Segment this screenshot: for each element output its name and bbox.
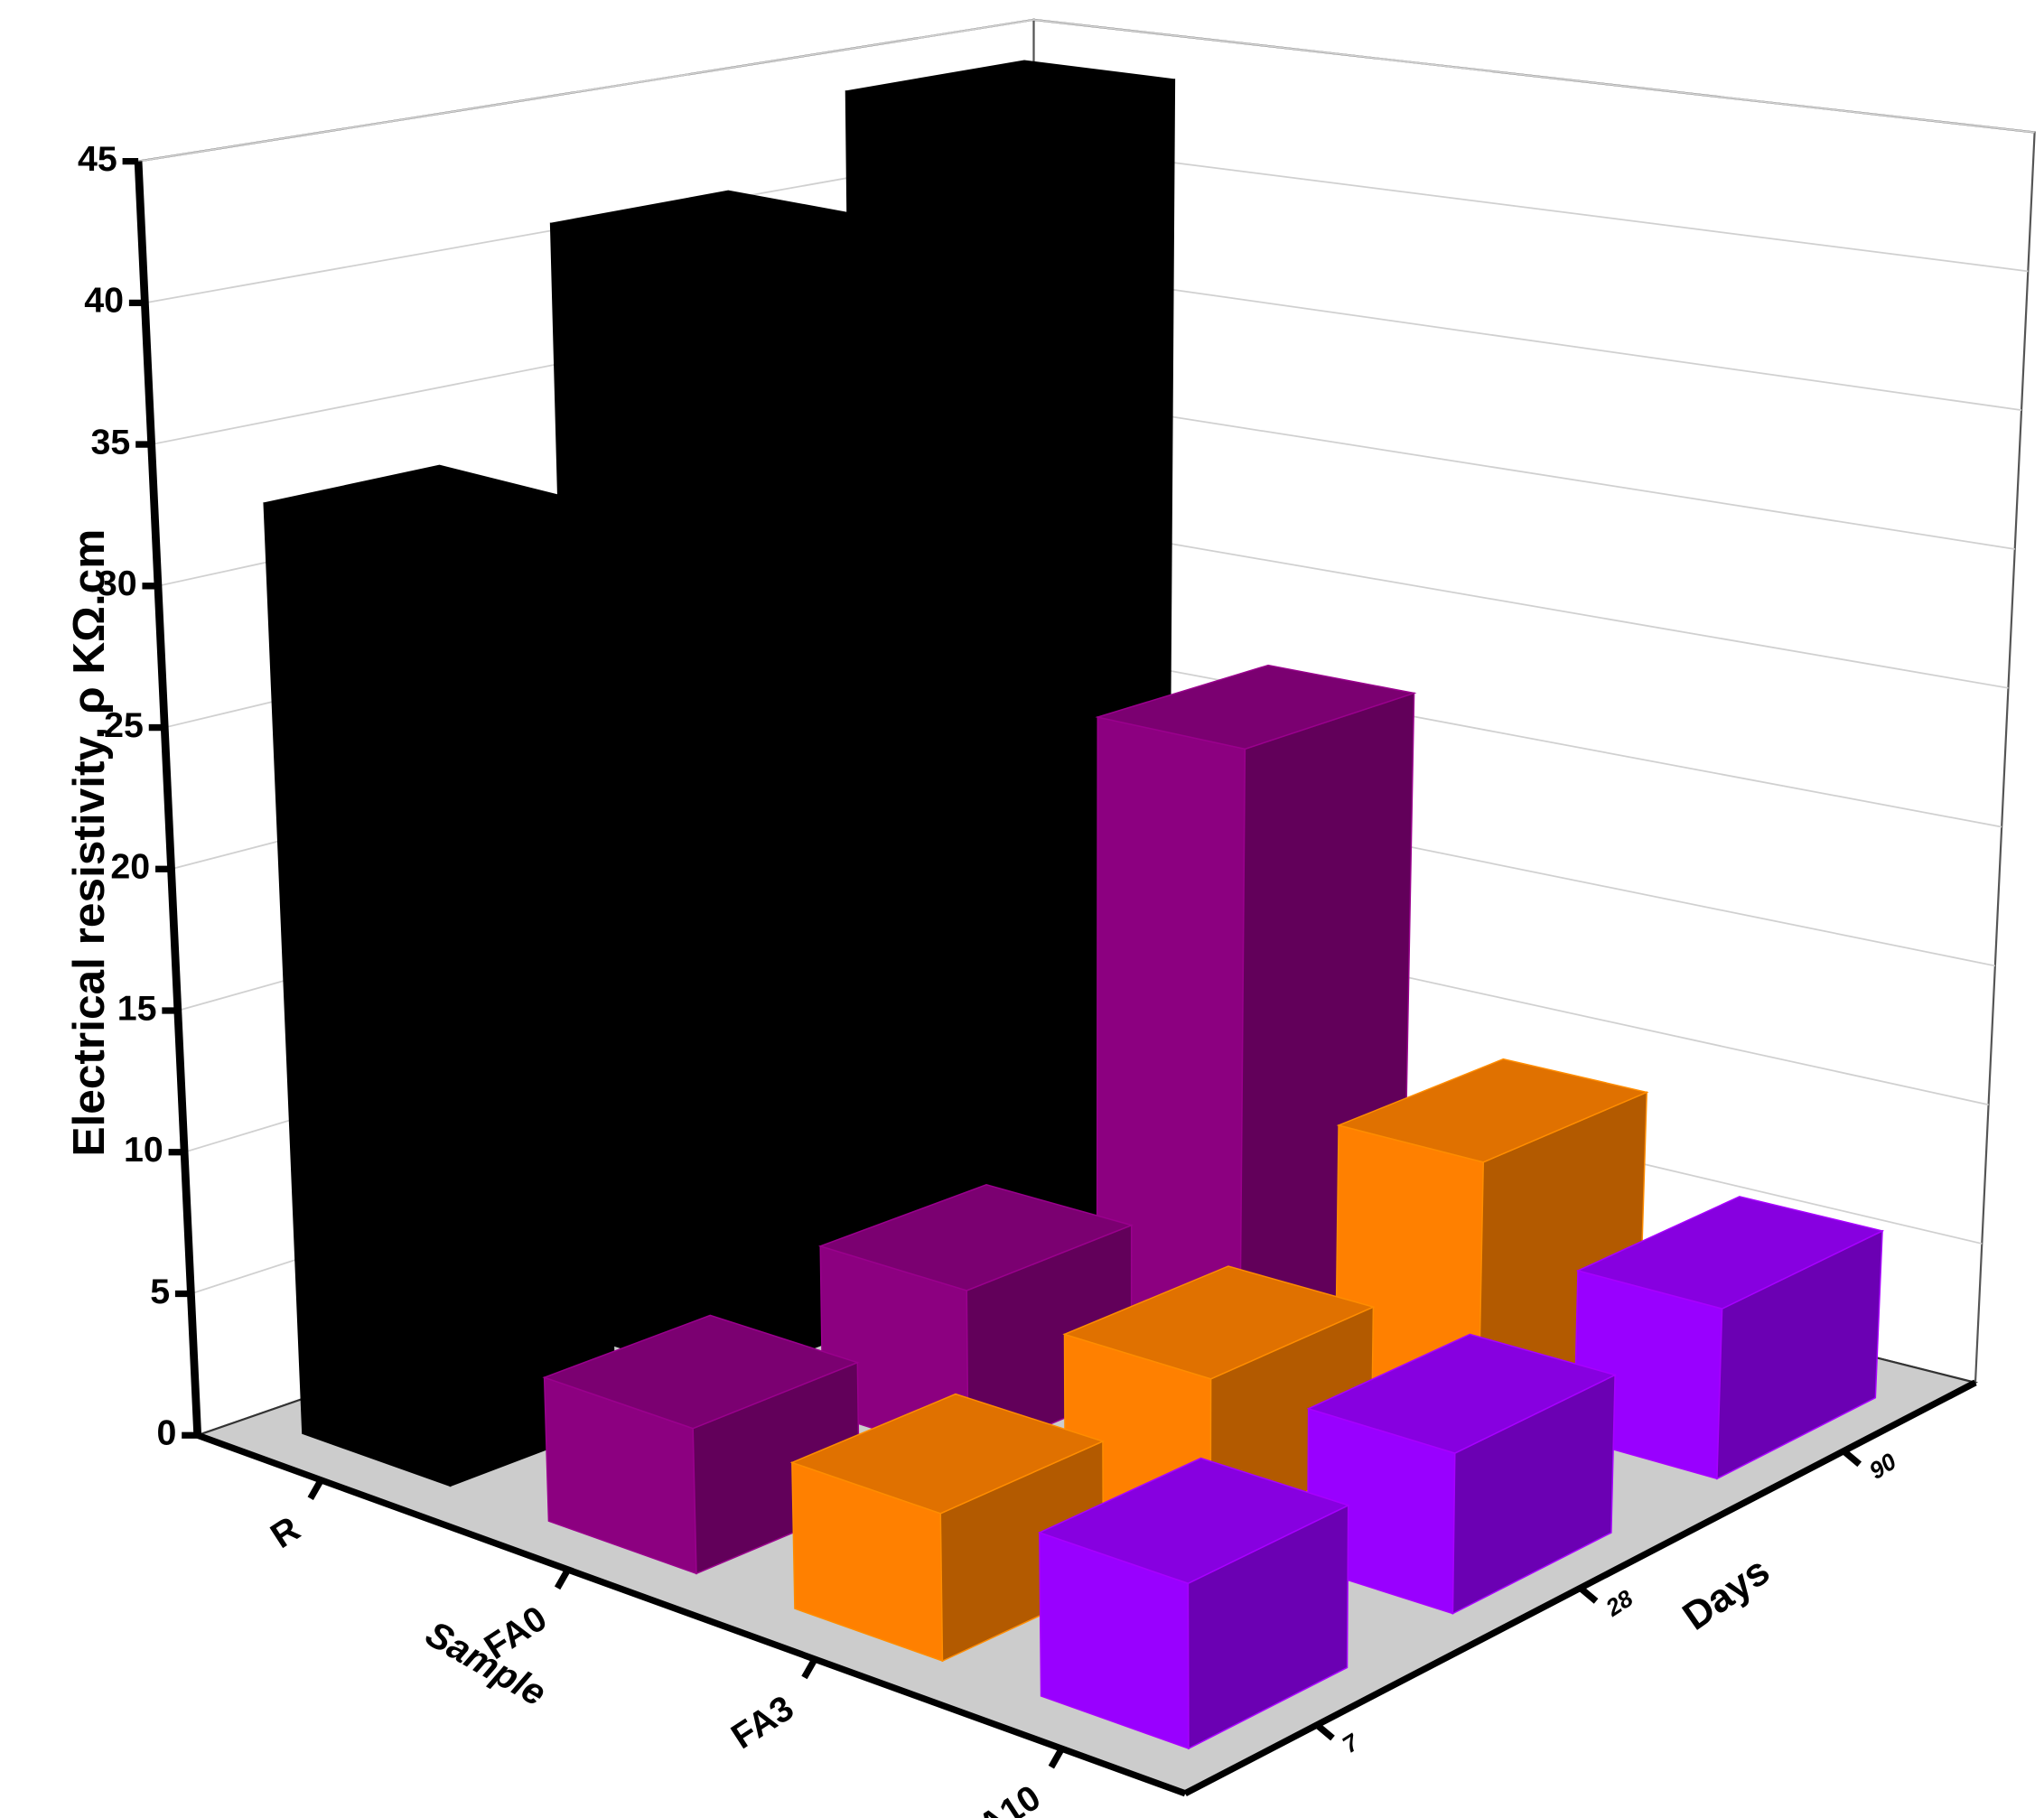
y-tick-label: 0	[156, 1413, 176, 1453]
bar-side	[416, 502, 617, 1487]
x-tick-label: FA3	[724, 1688, 801, 1757]
y-tick-label: 45	[78, 139, 117, 179]
bar-top	[550, 190, 881, 257]
bar	[263, 464, 617, 1487]
bar-top	[542, 1314, 860, 1430]
z-tick	[1841, 1448, 1862, 1468]
z-tick	[1314, 1722, 1335, 1741]
grid-line	[137, 18, 2035, 163]
bar-top	[1062, 1265, 1376, 1380]
bar-top	[1575, 1196, 1885, 1310]
x-tick-label: R	[264, 1509, 307, 1556]
bar-top	[1336, 1058, 1649, 1163]
x-tick	[1048, 1747, 1065, 1769]
bar-top	[1306, 1333, 1618, 1454]
bar-top	[1037, 1457, 1350, 1585]
y-tick-label: 35	[91, 422, 131, 461]
y-axis-title: Electrical resistivity, ρ KΩ.cm	[63, 529, 114, 1157]
z-tick	[1578, 1585, 1599, 1604]
y-tick-label: 30	[98, 564, 137, 603]
bar-side	[703, 218, 892, 1383]
bar-top	[789, 1393, 1105, 1515]
bar-top	[845, 60, 1175, 116]
z-tick-label: 7	[1338, 1728, 1365, 1758]
x-tick	[554, 1568, 571, 1590]
bar-top	[817, 1183, 1134, 1291]
y-tick-label: 20	[110, 847, 150, 887]
z-tick-label: 28	[1601, 1584, 1638, 1622]
bar-top	[1095, 664, 1417, 751]
x-tick	[307, 1478, 324, 1501]
z-tick-label: 90	[1864, 1448, 1901, 1485]
x-tick-label: FA10	[955, 1777, 1048, 1818]
value-axis	[134, 161, 202, 1436]
bar	[1037, 1457, 1350, 1750]
y-tick-label: 15	[117, 988, 157, 1028]
y-tick-label: 40	[84, 281, 124, 321]
bar	[789, 1393, 1105, 1663]
sample-axis	[196, 1431, 1187, 1797]
bar-top	[263, 464, 593, 546]
x-tick	[801, 1657, 818, 1680]
y-tick-label: 25	[104, 705, 144, 745]
plot-area: 051015202530354045RFA0FA3FA1072890Electr…	[63, 18, 2036, 1818]
z-axis-title: Days	[1675, 1549, 1778, 1639]
y-tick-label: 10	[124, 1130, 163, 1170]
y-tick-label: 5	[150, 1272, 170, 1311]
